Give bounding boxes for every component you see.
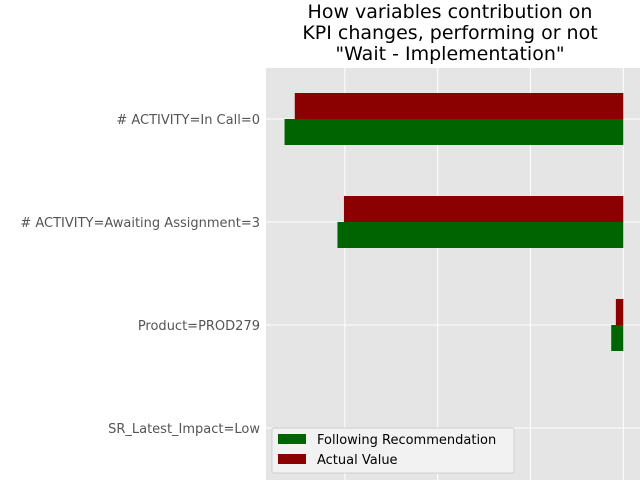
legend-swatch-following-recommendation	[278, 434, 306, 444]
legend-swatch-actual-value	[278, 454, 306, 464]
bar-actual-value-0	[294, 93, 624, 119]
bar-following-recommendation-0	[284, 119, 624, 145]
bar-actual-value-1	[343, 196, 624, 222]
bar-actual-value-2	[615, 299, 624, 325]
legend-label-following-recommendation: Following Recommendation	[317, 433, 496, 448]
bar-following-recommendation-1	[337, 222, 624, 248]
legend: Following Recommendation Actual Value	[271, 427, 515, 474]
legend-box	[271, 427, 515, 474]
y-tick-label-2: Product=PROD279	[138, 319, 260, 334]
y-tick-label-0: # ACTIVITY=In Call=0	[116, 113, 260, 128]
chart-title-line-1: How variables contribution on	[308, 1, 593, 23]
bars	[284, 93, 624, 351]
chart-title-line-2: KPI changes, performing or not	[302, 22, 597, 44]
bar-following-recommendation-2	[611, 325, 624, 351]
chart-title-line-3: "Wait - Implementation"	[335, 43, 564, 65]
legend-label-actual-value: Actual Value	[317, 453, 398, 468]
y-tick-label-1: # ACTIVITY=Awaiting Assignment=3	[20, 216, 260, 231]
y-tick-labels: # ACTIVITY=In Call=0 # ACTIVITY=Awaiting …	[20, 113, 260, 437]
y-tick-label-3: SR_Latest_Impact=Low	[108, 422, 260, 437]
